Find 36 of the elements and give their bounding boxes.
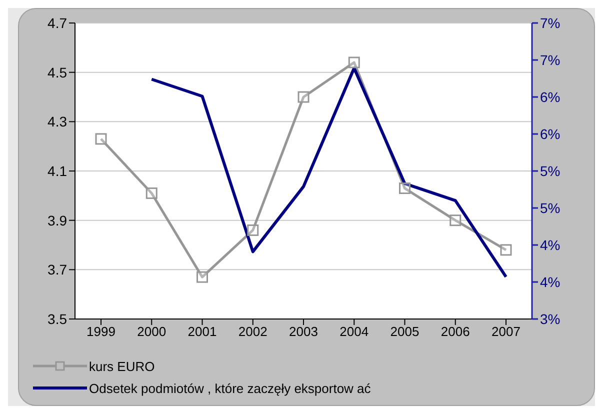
y-tick-label: 4.3: [48, 114, 68, 130]
y2-tick-label: 6%: [540, 88, 560, 105]
y2-tick-label: 4%: [540, 274, 560, 290]
y2-tick-label: 5%: [540, 162, 560, 179]
y-tick-label: 4.7: [48, 14, 68, 31]
x-tick-label: 2007: [492, 324, 520, 340]
x-tick-label: 2004: [340, 324, 369, 340]
legend-label: kurs EURO: [89, 358, 155, 374]
y2-tick-label: 7%: [540, 52, 560, 68]
y2-tick-label: 7%: [540, 14, 560, 31]
y2-tick-label: 3%: [540, 310, 560, 327]
y-tick-label: 3.7: [48, 262, 68, 278]
point: [399, 182, 410, 194]
y-tick-label: 4.1: [48, 162, 68, 179]
point: [196, 271, 208, 283]
point: [247, 224, 259, 236]
point: [500, 244, 512, 256]
y-tick-label: 4.5: [48, 64, 68, 80]
y2-tick-label: 4%: [540, 236, 560, 253]
y-tick-label: 3.5: [48, 310, 68, 327]
x-tick-label: 2001: [188, 324, 217, 340]
legend-label: Odsetek podmiotów , które zaczęły eksportow ać: [89, 380, 371, 396]
x-tick-label: 2006: [440, 324, 470, 340]
x-tick-label: 2000: [137, 324, 166, 340]
point: [95, 133, 107, 145]
point: [450, 214, 462, 226]
point: [348, 56, 360, 68]
y-tick-label: 3.9: [48, 212, 68, 228]
y2-tick-label: 5%: [540, 200, 560, 216]
x-tick-label: 2003: [289, 324, 318, 340]
y2-tick-label: 6%: [540, 126, 560, 142]
x-tick-label: 2002: [238, 324, 268, 340]
point: [298, 91, 310, 103]
x-tick-label: 1999: [86, 324, 116, 340]
point: [146, 187, 158, 199]
x-tick-label: 2005: [390, 324, 420, 340]
